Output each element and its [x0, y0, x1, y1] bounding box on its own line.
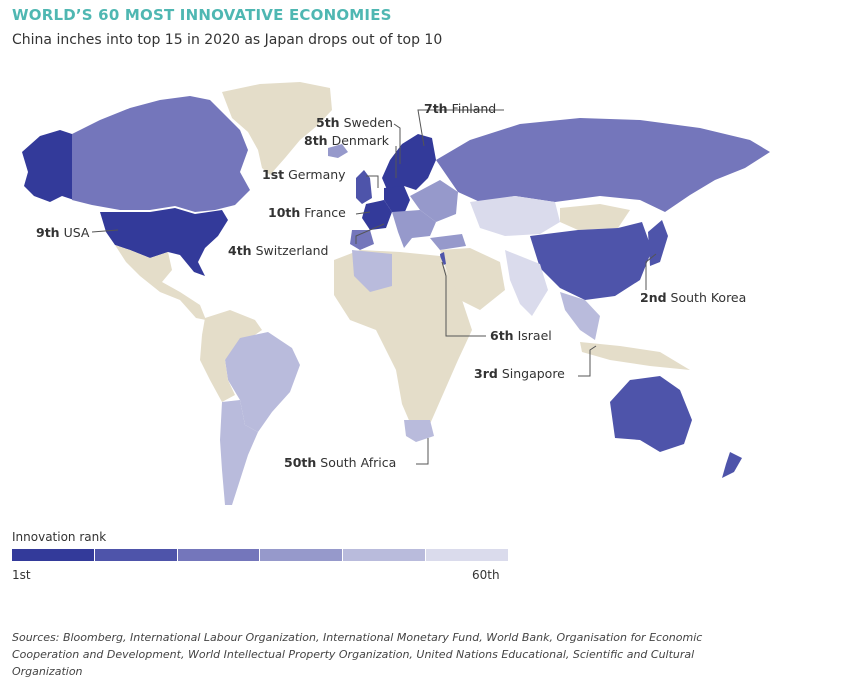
- label-germany-country: Germany: [288, 167, 346, 182]
- legend-title: Innovation rank: [12, 530, 107, 544]
- chart-title: WORLD’S 60 MOST INNOVATIVE ECONOMIES: [12, 6, 392, 24]
- turkey: [430, 234, 466, 250]
- india: [505, 250, 548, 316]
- label-finland-rank: 7th: [424, 101, 448, 116]
- mongolia: [560, 204, 630, 230]
- uk: [356, 170, 372, 204]
- label-finland-country: Finland: [452, 101, 497, 116]
- label-finland: 7th Finland: [424, 101, 496, 116]
- russia: [436, 118, 770, 212]
- new-zealand: [722, 452, 742, 478]
- label-usa: 9th USA: [36, 225, 90, 240]
- label-sweden-rank: 5th: [316, 115, 340, 130]
- middle-east: [440, 248, 505, 310]
- label-singapore: 3rd Singapore: [474, 366, 565, 381]
- label-south-korea: 2nd South Korea: [640, 290, 746, 305]
- alaska: [22, 130, 74, 202]
- label-israel-rank: 6th: [490, 328, 514, 343]
- label-south-africa: 50th South Africa: [284, 455, 396, 470]
- mexico: [115, 245, 206, 320]
- label-switzerland-rank: 4th: [228, 243, 252, 258]
- kazakhstan: [470, 196, 560, 236]
- label-south-africa-country: South Africa: [320, 455, 396, 470]
- indonesia: [580, 342, 690, 370]
- germany: [384, 186, 410, 214]
- canada: [72, 96, 250, 212]
- legend-segment-3: [177, 549, 260, 561]
- label-germany: 1st Germany: [262, 167, 346, 182]
- label-south-korea-country: South Korea: [671, 290, 747, 305]
- iceland: [328, 144, 348, 158]
- label-sweden-country: Sweden: [344, 115, 393, 130]
- legend-segment-2: [94, 549, 177, 561]
- legend-segment-5: [343, 549, 426, 561]
- label-france: 10th France: [268, 205, 346, 220]
- label-south-korea-rank: 2nd: [640, 290, 667, 305]
- label-france-rank: 10th: [268, 205, 300, 220]
- usa: [100, 208, 228, 276]
- greenland: [222, 82, 332, 175]
- chile-argentina: [220, 400, 258, 505]
- legend-segment-4: [260, 549, 343, 561]
- brazil: [225, 332, 300, 432]
- label-south-africa-rank: 50th: [284, 455, 316, 470]
- label-israel-country: Israel: [518, 328, 552, 343]
- korea-japan: [648, 220, 668, 266]
- legend-segment-1: [12, 549, 94, 561]
- africa: [334, 250, 472, 432]
- leader-lines: [91, 109, 657, 465]
- label-switzerland-country: Switzerland: [256, 243, 329, 258]
- label-denmark-rank: 8th: [304, 133, 328, 148]
- legend-color-scale: [12, 549, 508, 561]
- label-usa-rank: 9th: [36, 225, 60, 240]
- label-israel: 6th Israel: [490, 328, 552, 343]
- north-africa-ranked: [352, 250, 392, 292]
- sources-note: Sources: Bloomberg, International Labour…: [12, 631, 703, 678]
- eastern-europe: [410, 180, 458, 222]
- label-singapore-country: Singapore: [502, 366, 565, 381]
- southeast-asia: [560, 292, 600, 340]
- label-germany-rank: 1st: [262, 167, 284, 182]
- italy-balkans: [392, 210, 436, 248]
- label-france-country: France: [304, 205, 346, 220]
- scandinavia: [382, 134, 436, 196]
- france: [362, 200, 392, 230]
- label-denmark-country: Denmark: [332, 133, 390, 148]
- label-sweden: 5th Sweden: [316, 115, 393, 130]
- south-africa: [404, 420, 434, 442]
- legend-segment-6: [426, 549, 508, 561]
- australia: [610, 376, 692, 452]
- legend-max-label: 60th: [472, 568, 500, 582]
- label-singapore-rank: 3rd: [474, 366, 498, 381]
- legend-min-label: 1st: [12, 568, 31, 582]
- label-switzerland: 4th Switzerland: [228, 243, 329, 258]
- chart-subtitle: China inches into top 15 in 2020 as Japa…: [12, 32, 443, 48]
- peru-bolivia: [200, 335, 235, 402]
- china: [530, 222, 652, 300]
- south-america-north: [202, 310, 262, 360]
- label-denmark: 8th Denmark: [304, 133, 390, 148]
- iberia: [350, 230, 374, 250]
- label-usa-country: USA: [64, 225, 90, 240]
